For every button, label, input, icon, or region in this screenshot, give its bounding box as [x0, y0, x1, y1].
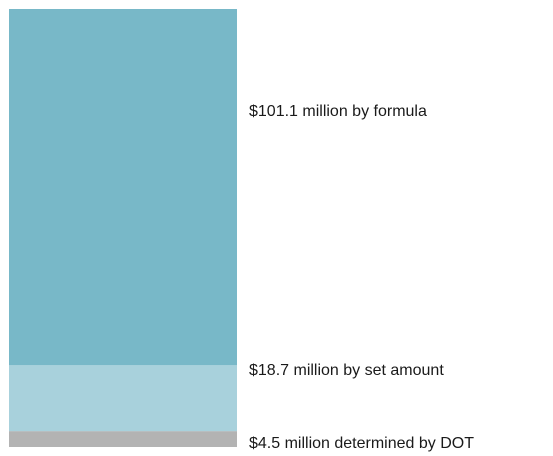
- bar-segment-set-amount: [9, 365, 237, 432]
- bar-segment-formula: [9, 9, 237, 366]
- label-dot: $4.5 million determined by DOT: [249, 435, 474, 452]
- bar-segment-dot: [9, 431, 237, 447]
- label-set-amount: $18.7 million by set amount: [249, 362, 444, 379]
- label-formula: $101.1 million by formula: [249, 103, 427, 120]
